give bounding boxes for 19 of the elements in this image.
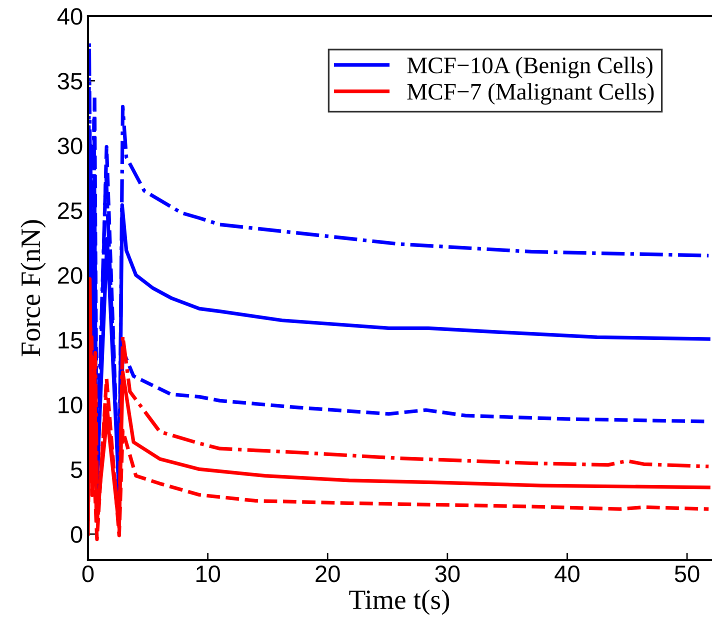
x-tick-label: 0	[82, 565, 94, 582]
y-tick-label: 15	[58, 332, 82, 349]
y-tick-label: 35	[58, 72, 82, 90]
y-tick-label: 0	[70, 526, 82, 543]
y-tick-label: 40	[57, 8, 82, 25]
y-tick-label: 20	[58, 267, 82, 284]
y-tick-label: 10	[58, 396, 82, 414]
x-axis-title: Time t(s)	[349, 590, 450, 615]
y-tick-label: 25	[58, 202, 82, 220]
y-axis-title: Force F(nN)	[20, 220, 46, 356]
legend-label: MCF−7 (Malignant Cells)	[407, 83, 654, 105]
x-tick-label: 50	[674, 565, 700, 582]
x-tick-label: 40	[554, 565, 580, 582]
x-tick-label: 20	[316, 565, 340, 582]
legend-label: MCF−10A (Benign Cells)	[407, 56, 652, 78]
y-tick-label: 5	[70, 462, 82, 478]
y-tick-label: 30	[58, 138, 82, 154]
x-tick-label: 30	[435, 565, 460, 582]
x-tick-label: 10	[196, 565, 220, 582]
